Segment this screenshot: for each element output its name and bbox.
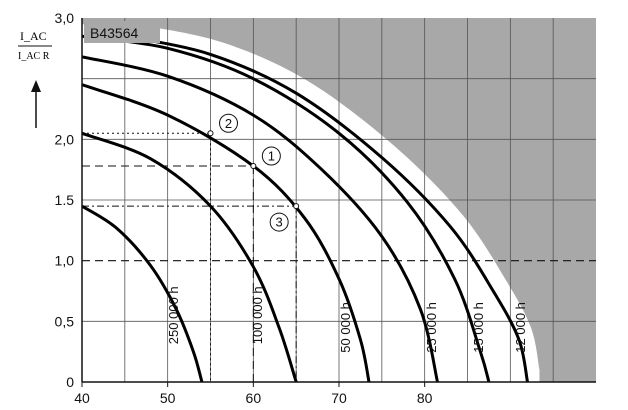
- reference-lines: [82, 132, 596, 382]
- curve-15-000-h: [82, 34, 491, 382]
- marker-label: 1: [268, 149, 275, 164]
- y-tick-label: 1.5: [55, 192, 75, 208]
- curve-100-000-h: [82, 131, 298, 382]
- curve-50-000-h: [82, 83, 371, 382]
- marker-point: [207, 130, 214, 137]
- grid: [82, 18, 596, 382]
- curve-label: 25 000 h: [424, 302, 439, 353]
- x-tick-label: 40: [74, 390, 90, 406]
- x-tick-label: 60: [246, 390, 262, 406]
- x-tick-label: 70: [331, 390, 347, 406]
- tick-labels: 40 50 60 70 80 0 0,5 1,0 1.5 2,0 3,0: [55, 10, 433, 406]
- curve-label: 50 000 h: [338, 302, 353, 353]
- x-tick-label: 80: [417, 390, 433, 406]
- curve-250-000-h: [82, 204, 204, 382]
- ylabel-numerator: I_AC: [20, 29, 47, 43]
- marker-circle: [261, 146, 281, 166]
- marker-circle: [269, 212, 289, 232]
- curve-label: 100 000 h: [250, 286, 265, 344]
- x-tick-label: 50: [160, 390, 176, 406]
- curve-labels: 250 000 h 100 000 h 50 000 h 25 000 h 15 000…: [166, 286, 528, 352]
- ylabel-denominator: I_AC R: [18, 51, 50, 62]
- y-tick-label: 0,5: [55, 313, 75, 329]
- markers: 2 1 3: [207, 113, 300, 232]
- y-tick-label: 3,0: [55, 10, 75, 26]
- curve-label: 15 000 h: [471, 302, 486, 353]
- chart-title: B43564: [90, 25, 138, 41]
- curves: [82, 34, 529, 382]
- y-tick-label: 1,0: [55, 253, 75, 269]
- curve-label: 250 000 h: [166, 286, 181, 344]
- safe-operating-region: [82, 24, 540, 382]
- ylabel-arrow-icon: [31, 80, 41, 128]
- curve-25-000-h: [82, 55, 439, 382]
- y-tick-label: 0: [66, 374, 74, 390]
- marker-label: 2: [225, 116, 232, 131]
- marker-point: [250, 163, 257, 170]
- marker-point: [293, 203, 300, 210]
- curve-label: 12 000 h: [513, 302, 528, 353]
- marker-circle: [219, 113, 238, 133]
- y-tick-label: 2,0: [55, 131, 75, 147]
- marker-label: 3: [276, 215, 283, 230]
- curve-12-000-h: [124, 34, 529, 382]
- title-box: [84, 21, 160, 43]
